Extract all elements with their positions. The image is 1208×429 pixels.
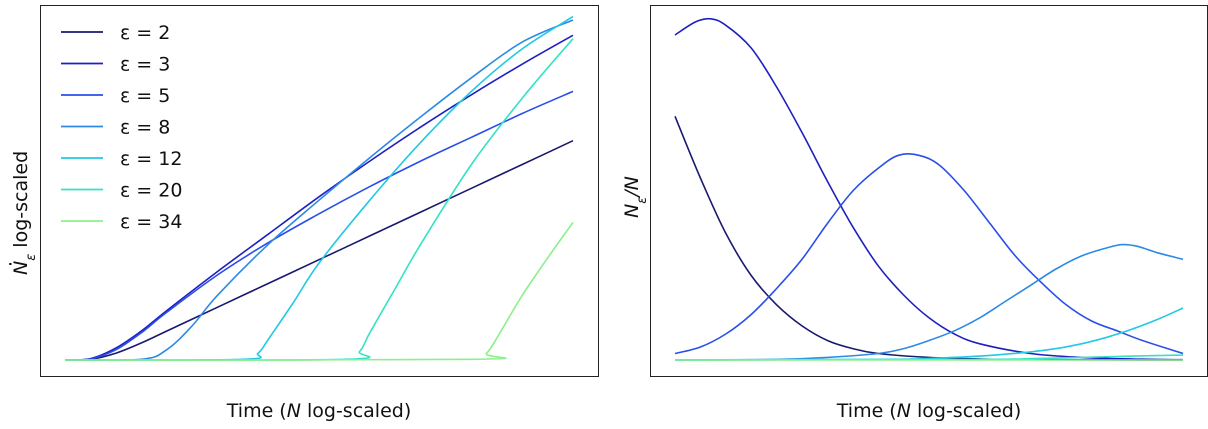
right-series-line-2 — [674, 17, 1184, 361]
legend-label-4: ε = 8 — [120, 117, 170, 139]
left-y-axis-label-dot: · — [0, 261, 22, 267]
legend-label-6: ε = 20 — [120, 180, 182, 202]
legend-label-3: ε = 5 — [120, 85, 170, 107]
left-y-axis-label: Nε log-scaled · — [0, 151, 39, 275]
right-series-line-1 — [674, 115, 1184, 361]
right-y-axis-label-sub: ε — [635, 197, 650, 204]
right-series-line-5 — [674, 307, 1184, 361]
left-x-axis-label-part2: log-scaled) — [301, 400, 411, 422]
left-series-line-2 — [64, 34, 574, 361]
right-x-axis-label: Time (N log-scaled) — [836, 400, 1021, 422]
left-series-line-7 — [64, 221, 574, 361]
legend-label-7: ε = 34 — [120, 211, 182, 233]
right-plot-frame — [650, 5, 1208, 377]
legend-label-2: ε = 3 — [120, 54, 170, 76]
right-x-axis-label-part2: log-scaled) — [911, 400, 1021, 422]
svg-text:Nε log-scaled: Nε log-scaled — [10, 151, 39, 275]
right-y-axis-label-rest: /N — [621, 176, 643, 199]
right-y-axis-label-base: N — [621, 204, 643, 218]
left-x-axis-label: Time (N log-scaled) — [226, 400, 411, 422]
right-series-line-4 — [674, 243, 1184, 361]
legend-label-1: ε = 2 — [120, 22, 170, 44]
left-x-axis-label-part1: Time ( — [226, 400, 287, 422]
right-series-line-3 — [674, 153, 1184, 355]
left-x-axis-label-var: N — [287, 400, 301, 422]
left-series-line-1 — [64, 139, 574, 361]
legend-label-5: ε = 12 — [120, 148, 182, 170]
right-series-group — [674, 17, 1184, 361]
right-x-axis-label-part1: Time ( — [836, 400, 897, 422]
left-series-line-3 — [64, 90, 574, 361]
left-y-axis-label-base: N — [10, 261, 32, 275]
left-chart: ε = 2 ε = 3 ε = 5 ε = 8 ε = 12 ε = 20 ε = 34 T… — [0, 5, 599, 422]
svg-text:Nε/N: Nε/N — [621, 176, 650, 218]
right-y-axis-label: Nε/N — [621, 176, 650, 218]
left-plot-frame — [40, 5, 599, 377]
left-series-group — [64, 15, 574, 362]
right-chart: Time (N log-scaled) Nε/N — [621, 5, 1208, 422]
left-y-axis-label-rest: log-scaled — [10, 151, 32, 254]
right-x-axis-label-var: N — [897, 400, 911, 422]
left-series-line-5 — [64, 15, 574, 361]
left-legend: ε = 2 ε = 3 ε = 5 ε = 8 ε = 12 ε = 20 ε = 34 — [61, 22, 182, 233]
left-series-line-4 — [64, 19, 574, 362]
left-y-axis-label-sub: ε — [24, 254, 39, 261]
